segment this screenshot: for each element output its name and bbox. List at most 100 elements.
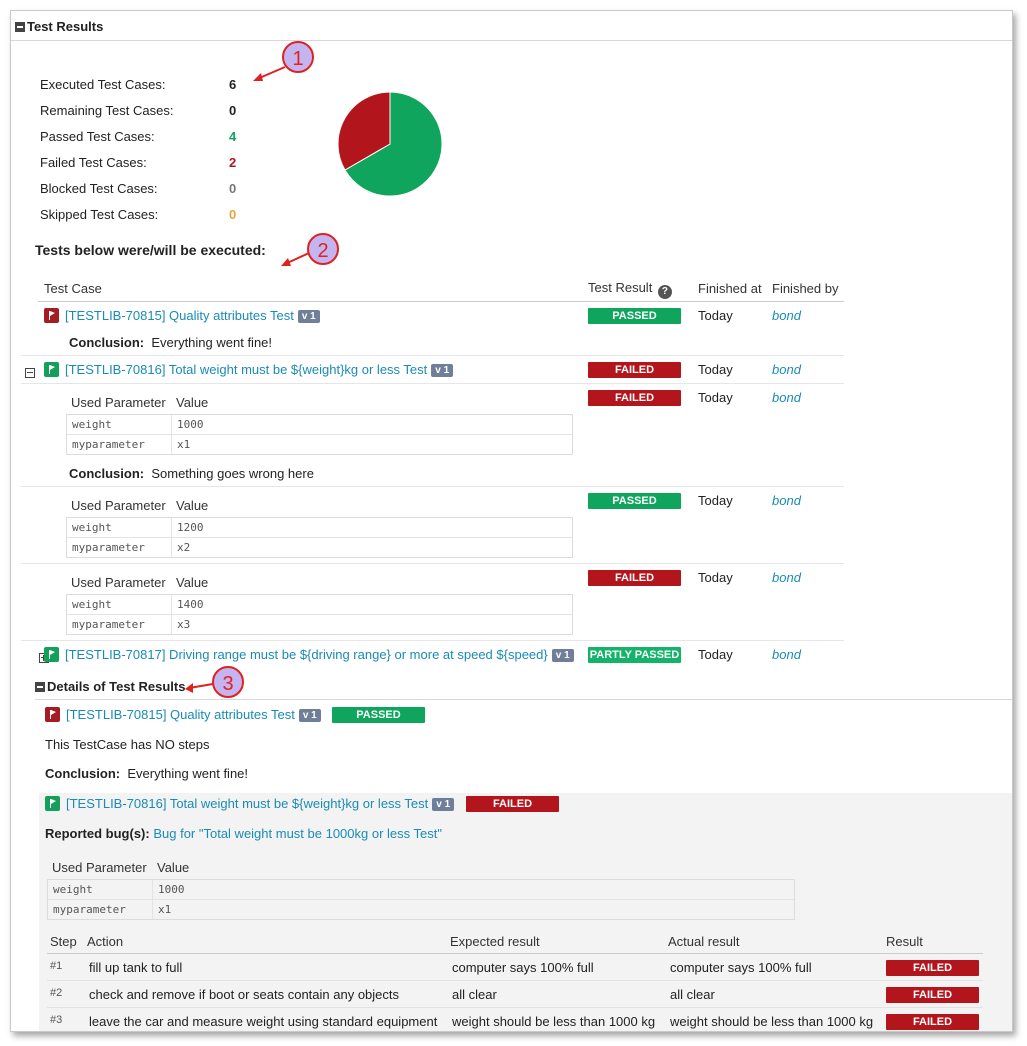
test-results-panel: Test Results Executed Test Cases: 6 Rema…: [10, 10, 1013, 1032]
param-header: Used Parameter: [71, 575, 166, 590]
stat-failed-label: Failed Test Cases:: [40, 155, 147, 170]
conclusion-label: Conclusion:: [69, 335, 145, 350]
status-badge: PASSED: [588, 493, 681, 509]
flag-icon: [44, 362, 59, 377]
status-badge: FAILED: [588, 570, 681, 586]
stat-remaining-label: Remaining Test Cases:: [40, 103, 174, 118]
param-table: weight 1200 myparameter x2: [66, 517, 573, 558]
table-header-divider: [38, 301, 844, 302]
version-badge: v 1: [298, 709, 321, 722]
step-expected: all clear: [452, 987, 497, 1002]
status-badge: FAILED: [588, 390, 681, 406]
table-row: [TESTLIB-70815] Quality attributes Test v…: [44, 308, 320, 323]
finished-at: Today: [698, 308, 733, 323]
details-header[interactable]: Details of Test Results: [35, 679, 185, 694]
callout-2: 2: [307, 233, 339, 265]
step-actual: computer says 100% full: [670, 960, 812, 975]
finished-by-link[interactable]: bond: [772, 390, 801, 405]
status-badge: FAILED: [886, 960, 979, 976]
col-result: Result: [886, 934, 923, 949]
status-badge: PASSED: [588, 308, 681, 324]
status-badge: PARTLY PASSED: [588, 647, 681, 663]
col-action: Action: [87, 934, 124, 949]
test-case-link[interactable]: [TESTLIB-70816] Total weight must be ${w…: [66, 796, 429, 811]
step-expected: weight should be less than 1000 kg: [452, 1014, 656, 1029]
col-test-result-label: Test Result: [588, 280, 653, 295]
pie-slice-failed: [337, 91, 391, 171]
test-case-link[interactable]: [TESTLIB-70815] Quality attributes Test: [65, 308, 294, 323]
param-name: weight: [72, 521, 112, 534]
row-divider: [21, 640, 844, 641]
help-icon[interactable]: ?: [657, 285, 672, 299]
collapse-row-icon[interactable]: [25, 368, 35, 378]
param-value: x2: [171, 538, 190, 557]
stat-executed-label: Executed Test Cases:: [40, 77, 166, 92]
param-table: weight 1400 myparameter x3: [66, 594, 573, 635]
flag-icon: [44, 308, 59, 323]
divider: [11, 40, 1012, 41]
finished-at: Today: [698, 647, 733, 662]
stat-remaining-value: 0: [229, 103, 237, 118]
row-divider: [47, 1007, 983, 1008]
param-name: myparameter: [72, 438, 145, 451]
param-header: Used Parameter: [71, 498, 166, 513]
no-steps-text: This TestCase has NO steps: [45, 737, 210, 752]
test-case-link[interactable]: [TESTLIB-70815] Quality attributes Test: [66, 707, 295, 722]
step-action: leave the car and measure weight using s…: [89, 1014, 438, 1029]
param-value: 1000: [152, 880, 185, 899]
finished-by-link[interactable]: bond: [772, 570, 801, 585]
param-name: weight: [72, 418, 112, 431]
stat-failed-value: 2: [229, 155, 237, 170]
steps-header-divider: [47, 953, 983, 954]
conclusion-text: Everything went fine!: [151, 335, 273, 350]
finished-by-link[interactable]: bond: [772, 308, 801, 323]
stat-skipped-label: Skipped Test Cases:: [40, 207, 159, 222]
detail-test-title: [TESTLIB-70816] Total weight must be ${w…: [45, 796, 455, 811]
value-header: Value: [157, 860, 190, 875]
col-actual: Actual result: [668, 934, 740, 949]
finished-by-link[interactable]: bond: [772, 647, 801, 662]
flag-icon: [44, 647, 59, 662]
divider: [35, 699, 1012, 700]
conclusion-text: Something goes wrong here: [151, 466, 314, 481]
row-divider: [47, 980, 983, 981]
step-number: #2: [50, 987, 63, 999]
collapse-icon[interactable]: [15, 21, 25, 32]
section-title: Test Results: [27, 19, 104, 34]
test-case-link[interactable]: [TESTLIB-70817] Driving range must be ${…: [65, 647, 548, 662]
step-expected: computer says 100% full: [452, 960, 594, 975]
col-step: Step: [50, 934, 77, 949]
status-badge: FAILED: [886, 1014, 979, 1030]
callout-3: 3: [212, 666, 244, 698]
param-table: weight 1000 myparameter x1: [66, 414, 573, 455]
test-results-header[interactable]: Test Results: [15, 19, 103, 34]
bug-link[interactable]: Bug for "Total weight must be 1000kg or …: [153, 826, 442, 841]
param-value: 1200: [171, 518, 204, 537]
param-value: x1: [171, 435, 190, 454]
finished-by-link[interactable]: bond: [772, 493, 801, 508]
version-badge: v 1: [431, 364, 454, 377]
col-test-result: Test Result ?: [588, 280, 672, 299]
finished-by-link[interactable]: bond: [772, 362, 801, 377]
param-value: 1000: [171, 415, 204, 434]
status-badge: PASSED: [332, 707, 425, 723]
version-badge: v 1: [432, 798, 455, 811]
value-header: Value: [176, 575, 209, 590]
stat-passed-label: Passed Test Cases:: [40, 129, 155, 144]
version-badge: v 1: [551, 649, 574, 662]
conclusion: Conclusion: Everything went fine!: [69, 335, 272, 350]
callout-2-arrow: [281, 252, 310, 266]
step-actual: all clear: [670, 987, 715, 1002]
conclusion: Conclusion: Something goes wrong here: [69, 466, 314, 481]
details-title: Details of Test Results: [47, 679, 186, 694]
param-name: myparameter: [53, 903, 126, 916]
collapse-icon[interactable]: [35, 681, 45, 692]
callout-3-arrow: [185, 683, 214, 693]
step-number: #1: [50, 960, 63, 972]
stat-blocked-value: 0: [229, 181, 237, 196]
stat-blocked-label: Blocked Test Cases:: [40, 181, 158, 196]
param-name: weight: [53, 883, 93, 896]
test-case-link[interactable]: [TESTLIB-70816] Total weight must be ${w…: [65, 362, 428, 377]
col-expected: Expected result: [450, 934, 540, 949]
status-badge: FAILED: [886, 987, 979, 1003]
